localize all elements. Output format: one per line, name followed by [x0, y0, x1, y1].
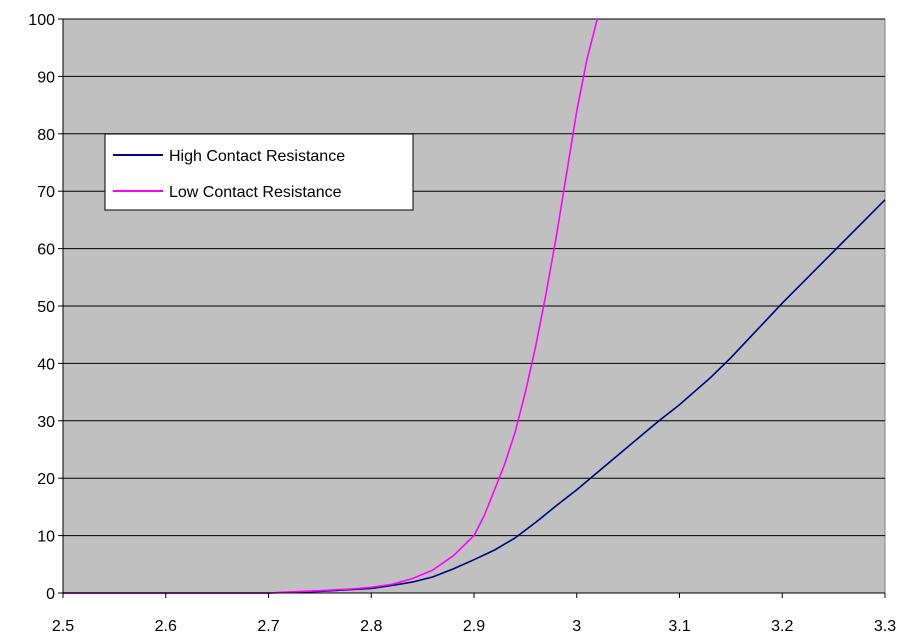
legend-label: High Contact Resistance [169, 148, 345, 165]
x-tick-label: 2.7 [257, 618, 279, 635]
y-axis: 0 10 20 30 40 50 60 70 80 90 100 [28, 12, 64, 603]
x-tick-label: 3 [572, 618, 581, 635]
x-tick-label: 3.3 [874, 618, 896, 635]
legend-label: Low Contact Resistance [169, 184, 342, 201]
y-tick-label: 90 [37, 69, 55, 86]
x-tick-label: 2.8 [360, 618, 382, 635]
y-tick-label: 60 [37, 242, 55, 259]
legend: High Contact Resistance Low Contact Resis… [104, 133, 414, 211]
y-tick-label: 80 [37, 127, 55, 144]
y-tick-label: 100 [28, 12, 55, 29]
y-tick-label: 30 [37, 414, 55, 431]
legend-box [104, 133, 414, 211]
y-tick-label: 0 [46, 586, 55, 603]
series-line-low-contact-resistance [63, 18, 599, 594]
x-tick-label: 3.1 [668, 618, 690, 635]
x-tick-label: 3.2 [771, 618, 793, 635]
x-axis: 2.5 2.6 2.7 2.8 2.9 3 3.1 3.2 3.3 [52, 592, 896, 635]
x-tick-label: 2.5 [52, 618, 74, 635]
series-lines [63, 18, 886, 594]
x-tick-label: 2.6 [155, 618, 177, 635]
x-tick-label: 2.9 [463, 618, 485, 635]
y-tick-label: 50 [37, 299, 55, 316]
y-tick-label: 10 [37, 529, 55, 546]
y-tick-label: 70 [37, 184, 55, 201]
y-tick-label: 40 [37, 356, 55, 373]
y-tick-label: 20 [37, 471, 55, 488]
